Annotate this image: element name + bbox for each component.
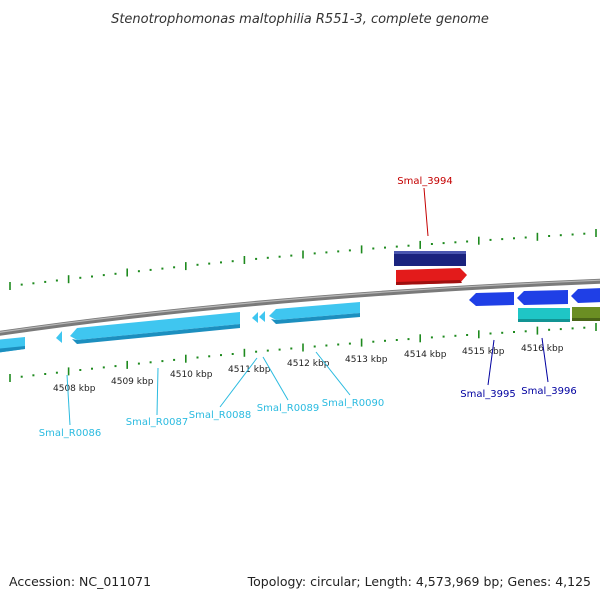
gene-label-smal-r0086[interactable]: Smal_R0086 bbox=[39, 428, 101, 439]
gene-label-smal-r0090[interactable]: Smal_R0090 bbox=[322, 398, 384, 409]
gene-arrow-shadow bbox=[271, 313, 360, 324]
leader-lines bbox=[66, 187, 549, 426]
gene-block[interactable] bbox=[394, 251, 466, 266]
kbp-label: 4516 kbp bbox=[521, 344, 564, 354]
kbp-label: 4514 kbp bbox=[404, 350, 447, 360]
gene-labels: Smal_3994 Smal_R0086 Smal_R0087 Smal_R00… bbox=[39, 176, 577, 439]
gene-label-smal-3995[interactable]: Smal_3995 bbox=[460, 389, 515, 400]
gene-label-smal-3994[interactable]: Smal_3994 bbox=[397, 176, 452, 187]
gene-arrow-shadow bbox=[396, 280, 462, 285]
kbp-label: 4513 kbp bbox=[345, 355, 388, 365]
kbp-label: 4512 kbp bbox=[287, 359, 330, 369]
cds-right-group bbox=[469, 288, 600, 322]
kbp-label: 4511 kbp bbox=[228, 365, 271, 375]
kbp-label: 4515 kbp bbox=[462, 347, 505, 357]
gene-arrow[interactable] bbox=[70, 312, 240, 340]
accession-text: Accession: NC_011071 bbox=[9, 574, 151, 589]
gene-block-shadow bbox=[572, 318, 600, 321]
leader-line bbox=[66, 374, 71, 426]
leader-line bbox=[541, 337, 549, 383]
gene-label-smal-3996[interactable]: Smal_3996 bbox=[521, 386, 576, 397]
gene-label-smal-r0088[interactable]: Smal_R0088 bbox=[189, 410, 251, 421]
cds-smal-3994 bbox=[394, 251, 467, 285]
gene-arrow[interactable] bbox=[56, 331, 62, 343]
leader-line bbox=[315, 351, 351, 396]
lower-tick-row bbox=[9, 323, 597, 382]
gene-block-highlight bbox=[394, 251, 466, 254]
gene-arrow[interactable] bbox=[252, 312, 258, 323]
gene-arrow[interactable] bbox=[269, 302, 360, 320]
genome-backbone bbox=[0, 278, 600, 336]
gene-arrow-shadow bbox=[72, 324, 240, 344]
kbp-label: 4509 kbp bbox=[111, 377, 154, 387]
gene-arrow[interactable] bbox=[259, 311, 265, 322]
upper-tick-row bbox=[9, 229, 597, 290]
leader-line bbox=[156, 367, 159, 416]
leader-line bbox=[487, 339, 495, 386]
kbp-ruler: 4508 kbp 4509 kbp 4510 kbp 4511 kbp 4512… bbox=[53, 344, 564, 394]
gene-block-shadow bbox=[518, 319, 570, 322]
rna-genes bbox=[0, 302, 360, 353]
gene-block[interactable] bbox=[572, 307, 600, 321]
kbp-label: 4508 kbp bbox=[53, 384, 96, 394]
kbp-label: 4510 kbp bbox=[170, 370, 213, 380]
genome-backbone-highlight bbox=[0, 279, 600, 333]
gene-label-smal-r0089[interactable]: Smal_R0089 bbox=[257, 403, 319, 414]
leader-line bbox=[423, 187, 429, 237]
genome-summary-text: Topology: circular; Length: 4,573,969 bp… bbox=[247, 574, 591, 589]
map-title: Stenotrophomonas maltophilia R551-3, com… bbox=[111, 12, 489, 27]
gene-arrow[interactable] bbox=[517, 290, 568, 305]
gene-label-smal-r0087[interactable]: Smal_R0087 bbox=[126, 417, 188, 428]
gene-arrow[interactable] bbox=[469, 292, 514, 306]
leader-line bbox=[262, 356, 289, 401]
gene-block[interactable] bbox=[518, 308, 570, 322]
gene-arrow-shadow bbox=[0, 346, 25, 353]
leader-line bbox=[219, 357, 258, 408]
gene-arrow[interactable] bbox=[571, 288, 600, 303]
